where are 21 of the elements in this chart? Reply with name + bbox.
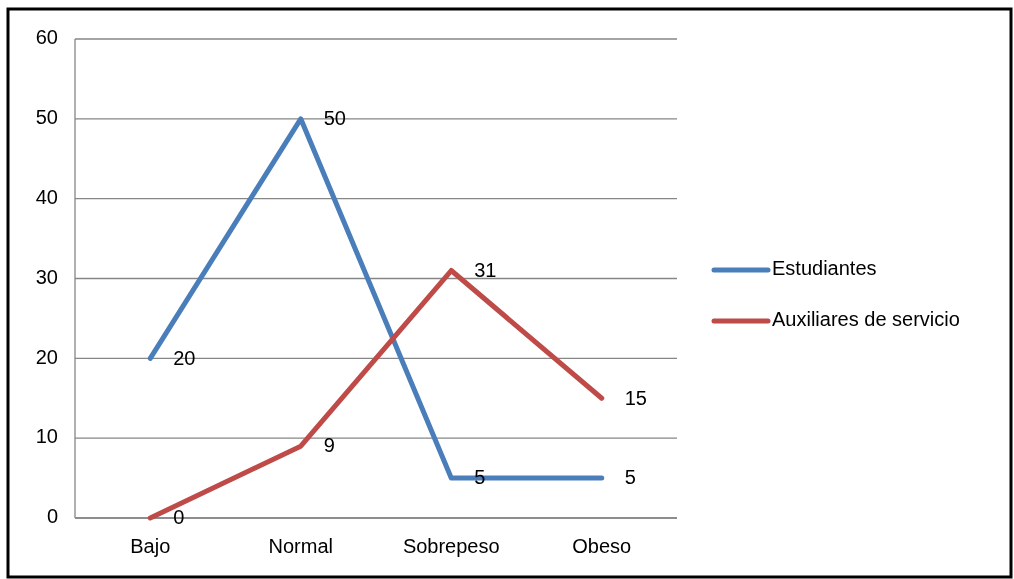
data-label: 5: [474, 466, 486, 489]
x-tick-label: Bajo: [130, 535, 171, 557]
y-tick-label: 60: [35, 26, 58, 49]
y-tick-label: 20: [35, 345, 58, 368]
y-tick-label: 10: [35, 425, 58, 448]
data-label: 15: [624, 386, 647, 409]
y-tick-label: 0: [46, 505, 58, 528]
data-label: 50: [323, 107, 346, 130]
data-label: 0: [173, 506, 185, 529]
data-label: 9: [323, 434, 335, 457]
x-tick-label: Obeso: [572, 535, 632, 557]
data-label: 20: [173, 346, 196, 369]
y-tick-label: 50: [35, 106, 58, 129]
y-tick-label: 40: [35, 185, 58, 208]
legend-label: Auxiliares de servicio: [772, 308, 960, 331]
legend-label: Estudiantes: [772, 257, 877, 280]
x-tick-label: Normal: [268, 535, 333, 557]
x-tick-label: Sobrepeso: [402, 535, 500, 557]
data-label: 31: [474, 258, 497, 281]
y-tick-label: 30: [35, 265, 58, 288]
data-label: 5: [624, 466, 636, 489]
